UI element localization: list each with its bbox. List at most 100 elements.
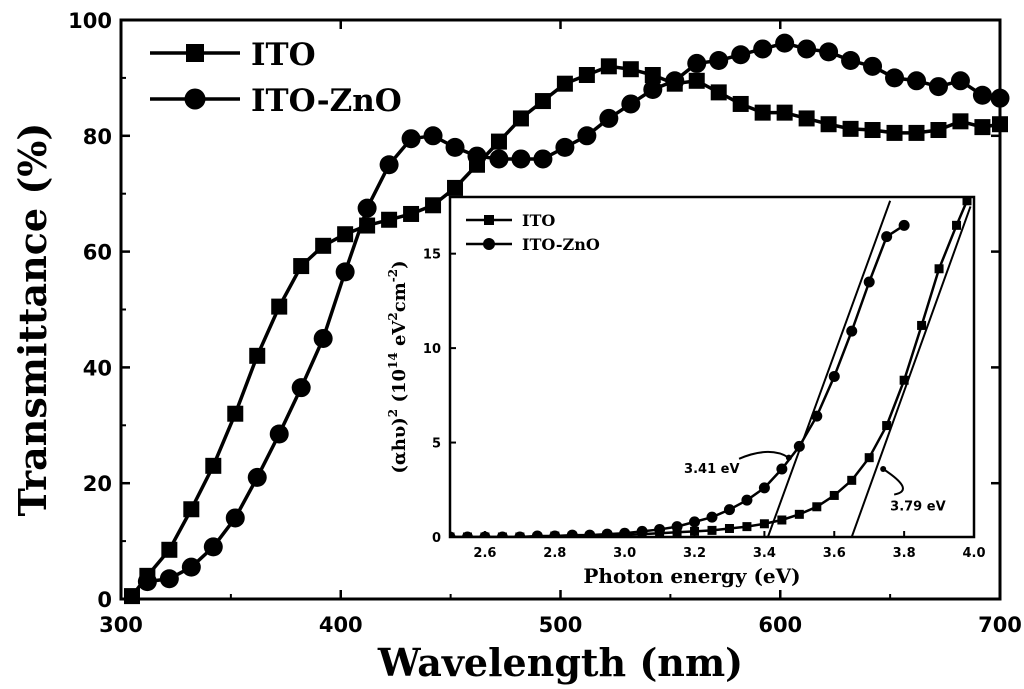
inset-annotation: 3.79 eV — [890, 500, 945, 515]
x-tick-label: 400 — [319, 613, 363, 637]
inset-x-tick-label: 2.8 — [543, 546, 566, 561]
y-tick-label: 20 — [83, 472, 112, 496]
ito-zno-point — [159, 569, 179, 589]
inset-ito-point — [794, 509, 804, 519]
ito-zno-point — [990, 88, 1010, 108]
ito-point — [271, 298, 288, 315]
ito-point — [227, 405, 244, 422]
inset-ito-zno-point — [636, 525, 648, 537]
ito-point — [842, 120, 859, 137]
ito-zno-point — [313, 328, 333, 348]
ito-point — [600, 58, 617, 75]
inset-ito-point — [724, 524, 734, 533]
ito-point — [578, 67, 595, 84]
ito-point — [754, 104, 771, 121]
inset-y-axis-title: (αhυ)2 (1014 eV2cm-2) — [386, 260, 410, 473]
ito-zno-point — [841, 51, 861, 71]
inset-legend-marker — [483, 238, 495, 250]
inset-y-tick-label: 15 — [423, 248, 441, 263]
ito-point — [776, 104, 793, 121]
ito-point — [315, 237, 332, 254]
inset-y-axis-title-part: eV — [389, 320, 410, 353]
inset-y-tick-label: 5 — [432, 437, 441, 452]
y-tick-label: 80 — [83, 125, 112, 149]
ito-point — [556, 75, 573, 92]
ito-zno-point — [577, 126, 597, 146]
ito-point — [710, 84, 727, 101]
legend-label-ito-zno: ITO-ZnO — [251, 83, 402, 119]
inset-annotation-arrow — [738, 450, 790, 460]
inset-y-tick-label: 10 — [423, 342, 441, 357]
ito-point — [732, 95, 749, 112]
ito-zno-point — [379, 155, 399, 175]
series-line-ito-zno — [147, 41, 1001, 584]
ito-zno-point — [555, 137, 575, 157]
inset-ito-zno-point — [723, 504, 735, 516]
ito-zno-point — [511, 149, 531, 169]
y-tick-label: 100 — [68, 9, 112, 33]
ito-point — [425, 197, 442, 214]
ito-point — [490, 133, 507, 150]
inset-y-axis-title-part: 14 — [386, 352, 400, 369]
ito-point — [908, 124, 925, 141]
inset-x-tick-label: 3.2 — [683, 546, 706, 561]
inset-data — [450, 197, 972, 537]
ito-zno-point — [797, 39, 817, 59]
inset-ito-point — [952, 220, 962, 230]
x-tick-label: 600 — [758, 613, 802, 637]
ito-zno-point — [643, 79, 663, 99]
ito-point — [688, 72, 705, 89]
inset-y-axis-title-part: ) — [389, 260, 410, 269]
ito-point — [381, 211, 398, 228]
inset-annotation-arrow — [882, 468, 904, 496]
ito-point — [161, 541, 178, 558]
inset-ito-zno-point — [531, 530, 543, 537]
ito-zno-point — [687, 53, 707, 73]
inset-x-axis-title: Photon energy (eV) — [583, 564, 800, 588]
inset-fit-line — [850, 206, 972, 537]
x-tick-label: 500 — [539, 613, 583, 637]
ito-point — [952, 113, 969, 130]
inset-ito-zno-point — [758, 482, 770, 494]
inset-ito-zno-point — [706, 511, 718, 523]
inset-annotation-arrowhead — [785, 454, 792, 461]
ito-zno-point — [357, 198, 377, 218]
inset-ito-zno-point — [898, 219, 910, 231]
inset-ito-zno-point — [828, 370, 840, 382]
inset-ito-point — [742, 522, 752, 532]
inset-ito-zno-point — [811, 410, 823, 422]
inset-ito-zno-point — [496, 531, 508, 537]
ito-point — [337, 226, 354, 243]
inset-y-tick-label: 0 — [432, 531, 441, 546]
inset-ito-zno-point — [461, 531, 473, 537]
inset-ito-point — [917, 320, 927, 330]
ito-zno-point — [203, 537, 223, 557]
inset-legend-label-ito-zno: ITO-ZnO — [522, 235, 600, 254]
ito-zno-point — [467, 146, 487, 166]
inset-y-axis-title-part: cm — [389, 282, 410, 312]
ito-zno-point — [247, 467, 267, 487]
inset-ito-zno-point — [584, 529, 596, 537]
legend: ITO ITO-ZnO — [150, 37, 402, 119]
inset-ito-zno-point — [450, 531, 456, 537]
legend-label-ito: ITO — [251, 37, 316, 73]
inset-ito-zno-point — [619, 527, 631, 537]
ito-point — [403, 205, 420, 222]
ito-zno-point — [709, 51, 729, 71]
inset-ito-zno-point — [601, 528, 613, 537]
ito-zno-point — [599, 108, 619, 128]
inset-ito-zno-point — [863, 276, 875, 288]
inset-y-axis-title-part: (αhυ) — [389, 417, 410, 473]
inset-ito-point — [934, 264, 944, 274]
inset-ito-point — [707, 525, 717, 535]
ito-zno-point — [401, 129, 421, 149]
inset-legend-marker — [484, 215, 494, 225]
y-tick-label: 60 — [83, 241, 112, 265]
inset-annotation: 3.41 eV — [684, 462, 739, 477]
inset-ito-point — [812, 502, 822, 512]
ito-zno-point — [137, 572, 157, 592]
inset-ito-zno-point — [793, 440, 805, 452]
ito-point — [534, 93, 551, 110]
inset-y-axis-title-part: 2 — [386, 409, 400, 417]
ito-zno-point — [423, 126, 443, 146]
